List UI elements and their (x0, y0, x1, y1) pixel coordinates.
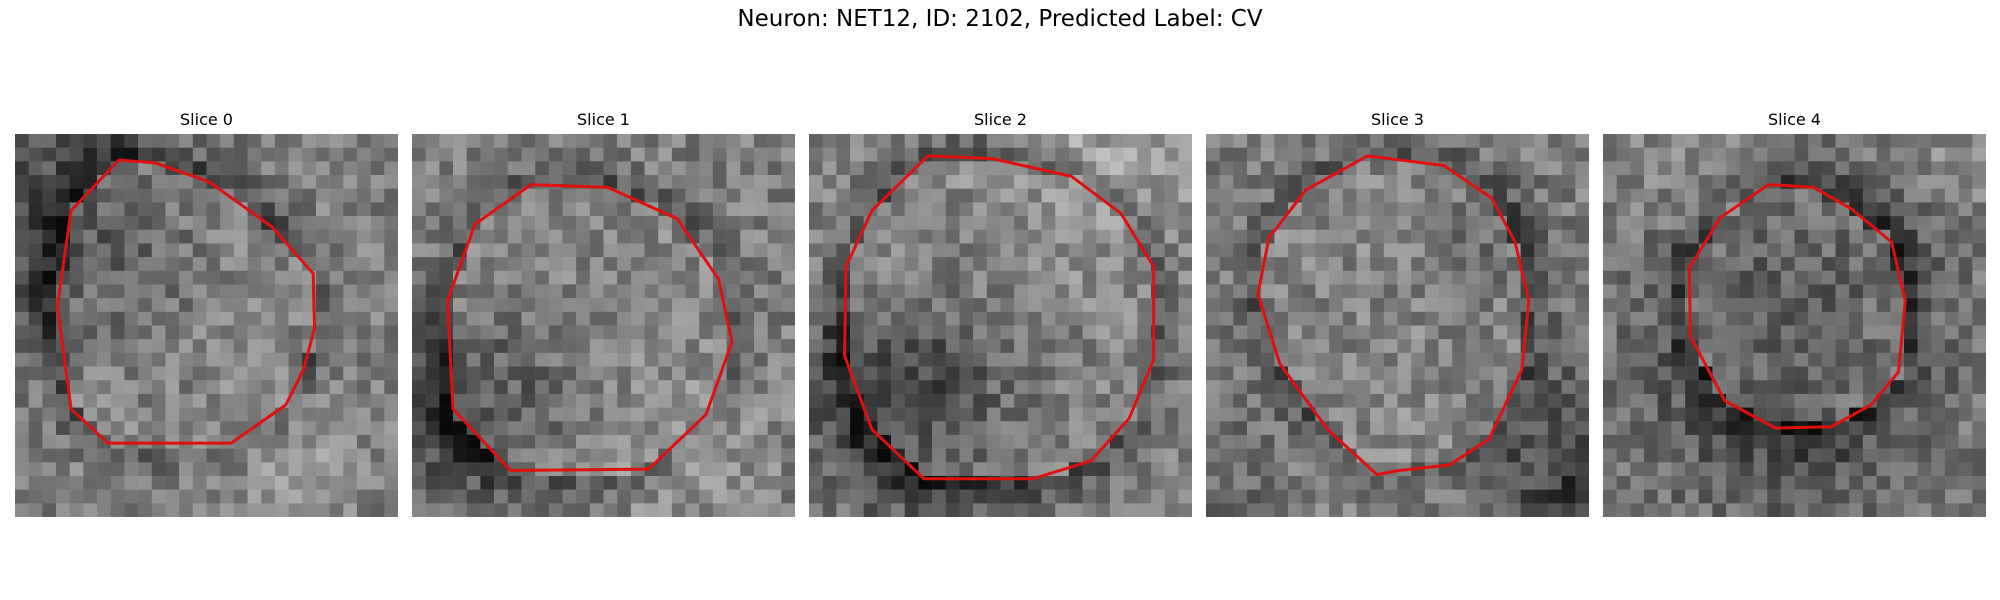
slice-panel-2: Slice 2 (809, 110, 1192, 517)
slice-title: Slice 0 (180, 110, 233, 129)
segmentation-contour (843, 154, 1156, 481)
slice-image (412, 134, 795, 517)
figure-title: Neuron: NET12, ID: 2102, Predicted Label… (737, 6, 1263, 32)
slice-image (1603, 134, 1986, 517)
slice-panel-4: Slice 4 (1603, 110, 1986, 517)
slice-title: Slice 2 (974, 110, 1027, 129)
slice-image (1206, 134, 1589, 517)
segmentation-contour (446, 183, 734, 472)
slice-panel-0: Slice 0 (15, 110, 398, 517)
slice-title: Slice 3 (1371, 110, 1424, 129)
slice-title: Slice 1 (577, 110, 630, 129)
slice-panel-3: Slice 3 (1206, 110, 1589, 517)
slice-image (15, 134, 398, 517)
slice-panel-1: Slice 1 (412, 110, 795, 517)
segmentation-contour (55, 158, 317, 445)
segmentation-contour (1256, 154, 1531, 477)
segmentation-contour (1687, 183, 1907, 430)
slice-image (809, 134, 1192, 517)
slice-title: Slice 4 (1768, 110, 1821, 129)
